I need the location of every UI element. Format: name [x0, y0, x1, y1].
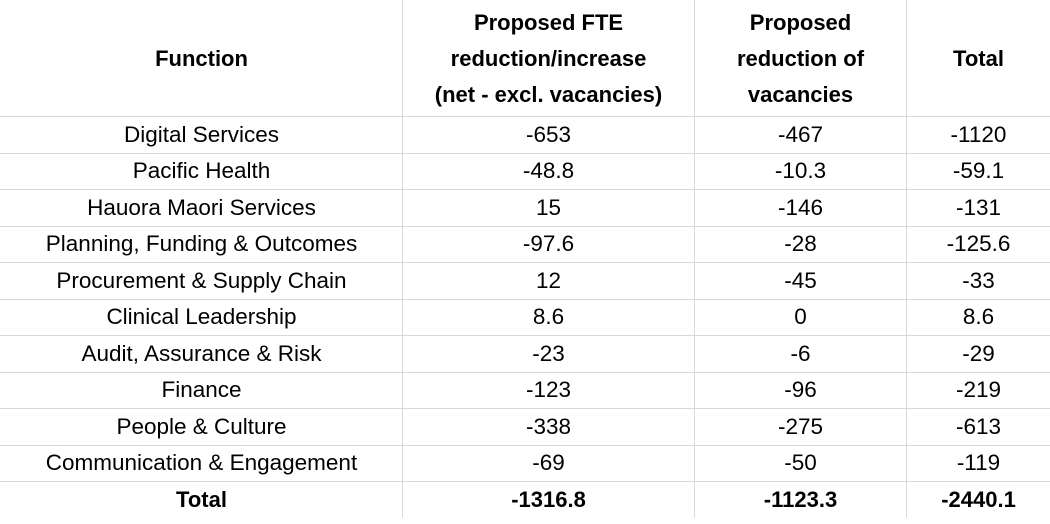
vacancies-cell: -146: [694, 189, 907, 227]
header-total-label: Total: [953, 45, 1004, 71]
vacancies-cell: -28: [694, 225, 907, 263]
table-row: Procurement & Supply Chain 12 -45 -33: [0, 262, 1050, 300]
fte-cell: -48.8: [402, 152, 695, 190]
table-body: Digital Services -653 -467 -1120 Pacific…: [0, 116, 1050, 482]
fte-cell: -23: [402, 335, 695, 373]
vacancies-cell: -6: [694, 335, 907, 373]
vacancies-cell: -275: [694, 408, 907, 446]
table-row: Pacific Health -48.8 -10.3 -59.1: [0, 152, 1050, 190]
header-vac-line-2: reduction of: [736, 45, 865, 71]
function-cell: People & Culture: [0, 408, 403, 446]
total-cell: -125.6: [906, 225, 1050, 263]
vacancies-cell: 0: [694, 298, 907, 336]
fte-cell: -123: [402, 371, 695, 409]
table-header: Function Proposed FTE reduction/increase…: [0, 0, 1050, 117]
total-cell: -613: [906, 408, 1050, 446]
header-row: Function Proposed FTE reduction/increase…: [0, 0, 1050, 117]
table-row: Hauora Maori Services 15 -146 -131: [0, 189, 1050, 227]
fte-cell: -69: [402, 444, 695, 482]
table-row: Finance -123 -96 -219: [0, 371, 1050, 409]
fte-cell: -338: [402, 408, 695, 446]
total-cell: 8.6: [906, 298, 1050, 336]
table-row: Planning, Funding & Outcomes -97.6 -28 -…: [0, 225, 1050, 263]
fte-cell: 12: [402, 262, 695, 300]
header-function-label: Function: [155, 45, 248, 71]
table-footer: Total -1316.8 -1123.3 -2440.1: [0, 481, 1050, 519]
function-cell: Audit, Assurance & Risk: [0, 335, 403, 373]
function-cell: Procurement & Supply Chain: [0, 262, 403, 300]
function-cell: Communication & Engagement: [0, 444, 403, 482]
total-cell: -1120: [906, 116, 1050, 154]
table-row: People & Culture -338 -275 -613: [0, 408, 1050, 446]
function-cell: Pacific Health: [0, 152, 403, 190]
total-cell: -219: [906, 371, 1050, 409]
totals-label-cell: Total: [0, 481, 403, 519]
table-row: Audit, Assurance & Risk -23 -6 -29: [0, 335, 1050, 373]
header-fte-line-3: (net - excl. vacancies): [434, 81, 663, 107]
table-row: Clinical Leadership 8.6 0 8.6: [0, 298, 1050, 336]
function-cell: Finance: [0, 371, 403, 409]
fte-cell: 8.6: [402, 298, 695, 336]
vacancies-cell: -10.3: [694, 152, 907, 190]
totals-row: Total -1316.8 -1123.3 -2440.1: [0, 481, 1050, 519]
totals-total-cell: -2440.1: [906, 481, 1050, 519]
total-cell: -29: [906, 335, 1050, 373]
header-fte-change: Proposed FTE reduction/increase (net - e…: [402, 0, 695, 117]
total-cell: -33: [906, 262, 1050, 300]
function-cell: Clinical Leadership: [0, 298, 403, 336]
function-cell: Hauora Maori Services: [0, 189, 403, 227]
table-row: Communication & Engagement -69 -50 -119: [0, 444, 1050, 482]
header-fte-line-2: reduction/increase: [450, 45, 647, 71]
fte-cell: -653: [402, 116, 695, 154]
header-vac-line-1: Proposed: [749, 9, 852, 35]
total-cell: -131: [906, 189, 1050, 227]
header-vac-line-3: vacancies: [747, 81, 854, 107]
header-fte-line-1: Proposed FTE: [473, 9, 624, 35]
function-cell: Digital Services: [0, 116, 403, 154]
totals-vacancies-cell: -1123.3: [694, 481, 907, 519]
function-cell: Planning, Funding & Outcomes: [0, 225, 403, 263]
fte-cell: 15: [402, 189, 695, 227]
vacancies-cell: -467: [694, 116, 907, 154]
fte-cell: -97.6: [402, 225, 695, 263]
table-row: Digital Services -653 -467 -1120: [0, 116, 1050, 154]
header-vacancies: Proposed reduction of vacancies: [694, 0, 907, 117]
vacancies-cell: -45: [694, 262, 907, 300]
vacancies-cell: -50: [694, 444, 907, 482]
total-cell: -59.1: [906, 152, 1050, 190]
vacancies-cell: -96: [694, 371, 907, 409]
total-cell: -119: [906, 444, 1050, 482]
header-function: Function: [0, 0, 403, 117]
totals-fte-cell: -1316.8: [402, 481, 695, 519]
header-total: Total: [906, 0, 1050, 117]
